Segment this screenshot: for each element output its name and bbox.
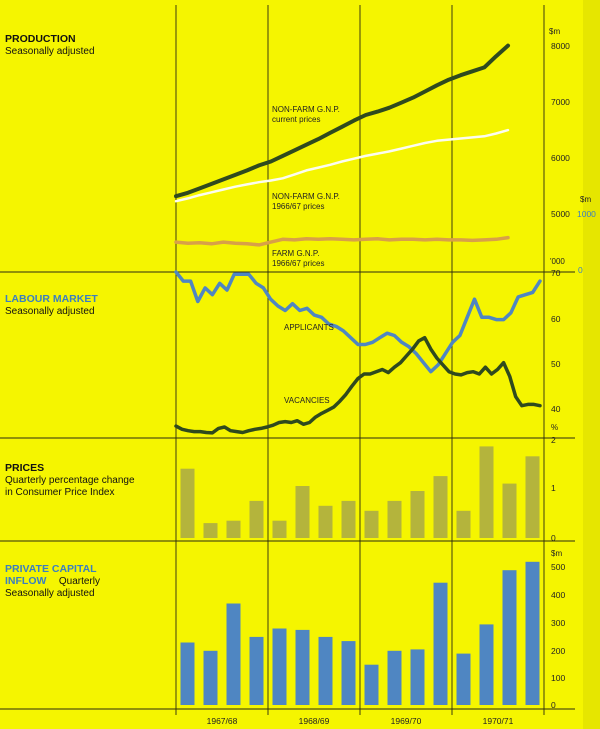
production-tick-6000: 6000: [551, 153, 570, 163]
prices-title: PRICES: [5, 462, 44, 474]
prices-unit: %: [551, 423, 558, 432]
capital-title-1: PRIVATE CAPITAL: [5, 563, 97, 575]
prices-tick-0: 0: [551, 533, 556, 543]
prices-bar-14: [479, 446, 494, 538]
labour-title: LABOUR MARKET: [5, 293, 98, 305]
prices-bar-15: [502, 483, 517, 538]
capital-bar-7: [318, 636, 333, 705]
production-subtitle: Seasonally adjusted: [5, 46, 95, 57]
frame: [0, 5, 575, 715]
right-strip: [583, 0, 600, 729]
nonfarm-gnp-constant-line: [174, 128, 510, 203]
labour-unit: '000: [550, 257, 565, 266]
prices-bar-2: [203, 523, 218, 538]
prices-bar-10: [387, 500, 402, 538]
capital-bar-5: [272, 628, 287, 705]
capital-bar-3: [226, 603, 241, 705]
label-nonfarm-current-1: NON-FARM G.N.P.: [272, 105, 340, 114]
capital-bar-11: [410, 649, 425, 705]
prices-bar-13: [456, 510, 471, 538]
capital-bar-2: [203, 650, 218, 705]
prices-bar-12: [433, 476, 448, 538]
capital-bar-4: [249, 636, 264, 705]
year-label-1969-70: 1969/70: [391, 716, 422, 726]
label-farm-2: 1966/67 prices: [272, 259, 324, 268]
production-lines: [174, 43, 510, 247]
capital-bars: [180, 561, 540, 705]
production-tick-5000: 5000: [551, 209, 570, 219]
prices-bar-8: [341, 500, 356, 538]
prices-bar-5: [272, 520, 287, 538]
farm-gnp-line: [174, 235, 510, 247]
labour-farm-tick: 0: [578, 265, 583, 275]
capital-bar-9: [364, 664, 379, 705]
capital-tick-200: 200: [551, 646, 565, 656]
label-applicants: APPLICANTS: [284, 323, 334, 332]
label-nonfarm-constant-1: NON-FARM G.N.P.: [272, 192, 340, 201]
label-vacancies: VACANCIES: [284, 396, 330, 405]
capital-bar-12: [433, 582, 448, 705]
vacancies-line: [174, 335, 542, 435]
capital-tick-500: 500: [551, 562, 565, 572]
production-unit-right-2: 1000: [577, 209, 596, 219]
capital-bar-13: [456, 653, 471, 705]
prices-bar-6: [295, 486, 310, 538]
capital-title-suffix: Quarterly: [59, 576, 100, 587]
prices-bars: [180, 446, 540, 538]
prices-subtitle-1: Quarterly percentage change: [5, 475, 135, 486]
labour-tick-50: 50: [551, 359, 561, 369]
capital-tick-0: 0: [551, 700, 556, 710]
capital-bar-6: [295, 629, 310, 705]
prices-bar-3: [226, 520, 241, 538]
prices-tick-2: 2: [551, 435, 556, 445]
capital-bar-14: [479, 624, 494, 705]
year-label-1968-69: 1968/69: [299, 716, 330, 726]
capital-tick-300: 300: [551, 618, 565, 628]
capital-bar-15: [502, 570, 517, 705]
nonfarm-gnp-current-line: [174, 43, 510, 199]
production-title: PRODUCTION: [5, 33, 76, 45]
labour-lines: [174, 270, 542, 435]
capital-bar-10: [387, 650, 402, 705]
prices-bar-4: [249, 500, 264, 538]
capital-tick-400: 400: [551, 590, 565, 600]
capital-title-2: INFLOW: [5, 575, 46, 587]
production-unit: $m: [549, 27, 560, 36]
label-nonfarm-constant-2: 1966/67 prices: [272, 202, 324, 211]
labour-tick-60: 60: [551, 314, 561, 324]
capital-bar-16: [525, 561, 540, 705]
label-farm-1: FARM G.N.P.: [272, 249, 319, 258]
production-tick-7000: 7000: [551, 97, 570, 107]
prices-bar-1: [180, 468, 195, 538]
labour-subtitle: Seasonally adjusted: [5, 306, 95, 317]
capital-title-line-2: INFLOW Quarterly: [5, 571, 100, 588]
capital-subtitle: Seasonally adjusted: [5, 588, 95, 599]
label-nonfarm-current-2: current prices: [272, 115, 320, 124]
capital-bar-1: [180, 642, 195, 705]
production-tick-8000: 8000: [551, 41, 570, 51]
labour-tick-40: 40: [551, 404, 561, 414]
prices-bar-16: [525, 456, 540, 538]
labour-tick-70: 70: [551, 268, 561, 278]
prices-bar-11: [410, 491, 425, 538]
year-label-1967-68: 1967/68: [207, 716, 238, 726]
capital-unit: $m: [551, 549, 562, 558]
prices-bar-9: [364, 510, 379, 538]
prices-subtitle-2: in Consumer Price Index: [5, 487, 115, 498]
production-unit-right: $m: [580, 195, 591, 204]
applicants-line: [174, 270, 542, 374]
capital-tick-100: 100: [551, 673, 565, 683]
prices-tick-1: 1: [551, 483, 556, 493]
prices-bar-7: [318, 505, 333, 538]
year-label-1970-71: 1970/71: [483, 716, 514, 726]
capital-bar-8: [341, 641, 356, 705]
